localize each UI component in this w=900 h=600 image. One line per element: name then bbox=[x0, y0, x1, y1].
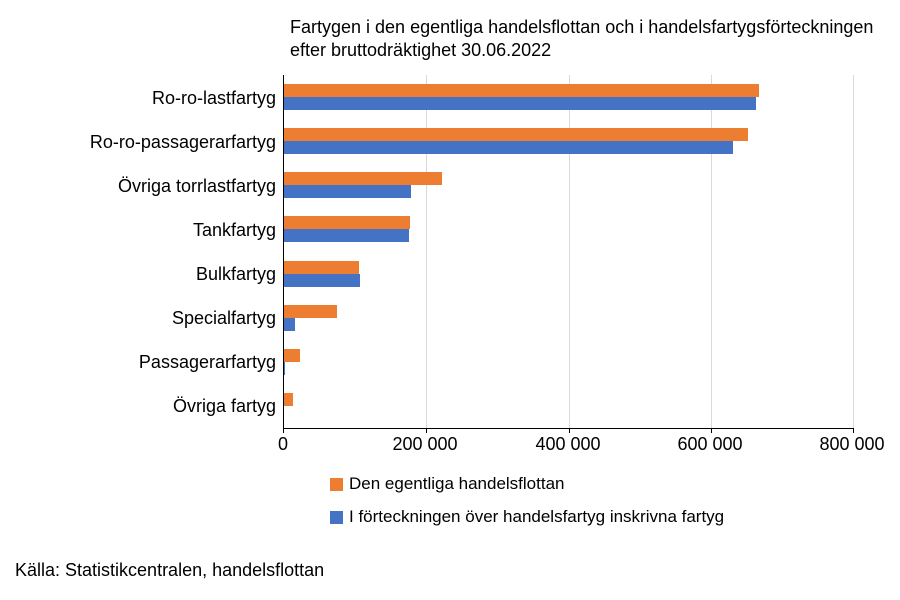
bar-passagerarfartyg-s2 bbox=[284, 362, 285, 375]
bar-ro-ro-passagerarfartyg-s1 bbox=[284, 128, 748, 141]
x-tick-mark bbox=[711, 429, 712, 433]
x-tick-label: 600 000 bbox=[677, 434, 743, 454]
bar-ro-ro-lastfartyg-s2 bbox=[284, 97, 756, 110]
category-label: Tankfartyg bbox=[192, 220, 276, 240]
category-label: Övriga torrlastfartyg bbox=[117, 176, 276, 196]
legend-item-series-1: Den egentliga handelsflottan bbox=[330, 474, 724, 494]
gridline-400000 bbox=[569, 75, 570, 428]
bar--vriga-torrlastfartyg-s2 bbox=[284, 185, 411, 198]
legend: Den egentliga handelsflottan I förteckni… bbox=[330, 474, 724, 540]
legend-label-series-1: Den egentliga handelsflottan bbox=[349, 474, 565, 493]
category-label: Specialfartyg bbox=[171, 308, 276, 328]
category-label: Ro-ro-passagerarfartyg bbox=[89, 132, 276, 152]
bar-ro-ro-lastfartyg-s1 bbox=[284, 84, 759, 97]
legend-item-series-2: I förteckningen över handelsfartyg inskr… bbox=[330, 507, 724, 527]
source-note: Källa: Statistikcentralen, handelsflotta… bbox=[15, 560, 325, 580]
x-tick-mark bbox=[569, 429, 570, 433]
bar-bulkfartyg-s2 bbox=[284, 274, 360, 287]
x-tick-label: 800 000 bbox=[819, 434, 885, 454]
bar-ro-ro-passagerarfartyg-s2 bbox=[284, 141, 733, 154]
bar-bulkfartyg-s1 bbox=[284, 261, 359, 274]
bar-passagerarfartyg-s1 bbox=[284, 349, 300, 362]
x-tick-mark bbox=[283, 429, 284, 433]
category-label: Övriga fartyg bbox=[172, 396, 276, 416]
plot-area bbox=[283, 75, 854, 433]
x-tick-label: 200 000 bbox=[392, 434, 458, 454]
bar-tankfartyg-s2 bbox=[284, 229, 409, 242]
x-tick-label: 0 bbox=[277, 434, 289, 454]
gridline-600000 bbox=[711, 75, 712, 428]
category-label: Ro-ro-lastfartyg bbox=[151, 88, 276, 108]
gridline-200000 bbox=[426, 75, 427, 428]
bar-specialfartyg-s1 bbox=[284, 305, 337, 318]
x-tick-mark bbox=[426, 429, 427, 433]
bar--vriga-fartyg-s1 bbox=[284, 393, 293, 406]
bar-tankfartyg-s1 bbox=[284, 216, 410, 229]
chart-title: Fartygen i den egentliga handelsflottan … bbox=[290, 17, 874, 60]
category-label: Bulkfartyg bbox=[195, 264, 276, 284]
gridline-800000 bbox=[853, 75, 854, 428]
legend-swatch-blue bbox=[330, 510, 343, 524]
category-label: Passagerarfartyg bbox=[138, 352, 276, 372]
bar--vriga-torrlastfartyg-s1 bbox=[284, 172, 442, 185]
x-tick-mark bbox=[853, 429, 854, 433]
x-tick-label: 400 000 bbox=[535, 434, 601, 454]
legend-label-series-2: I förteckningen över handelsfartyg inskr… bbox=[349, 507, 725, 526]
bar-specialfartyg-s2 bbox=[284, 318, 295, 331]
legend-swatch-orange bbox=[330, 477, 343, 491]
